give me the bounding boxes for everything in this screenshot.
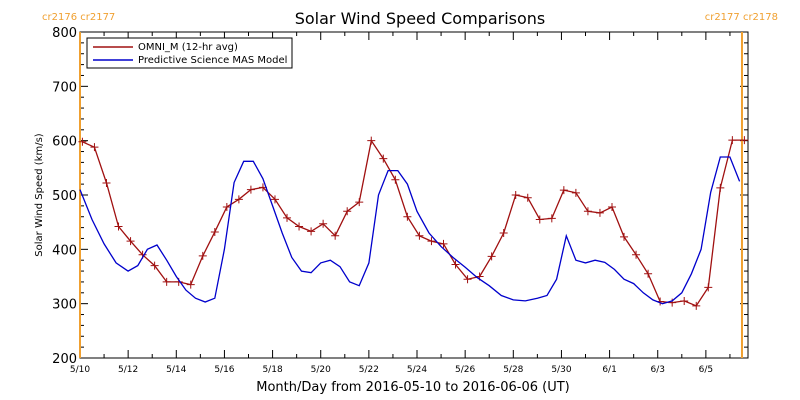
data-point-omni	[367, 136, 376, 145]
y-tick-label: 800	[52, 26, 77, 41]
data-point-omni	[319, 219, 328, 228]
x-tick-label: 5/18	[262, 365, 282, 375]
data-point-omni	[704, 283, 713, 292]
data-point-omni	[150, 261, 159, 270]
y-tick-label: 300	[52, 298, 77, 313]
data-point-omni	[198, 251, 207, 260]
data-point-omni	[114, 222, 123, 231]
data-point-omni	[487, 252, 496, 261]
data-point-omni	[270, 195, 279, 204]
y-tick-label: 400	[52, 243, 77, 258]
x-tick-label: 5/16	[214, 365, 234, 375]
data-point-omni	[463, 275, 472, 284]
data-point-omni	[355, 198, 364, 207]
chart-title: Solar Wind Speed Comparisons	[295, 9, 546, 28]
data-point-omni	[331, 231, 340, 240]
y-tick-label: 700	[52, 80, 77, 95]
x-tick-label: 5/28	[503, 365, 523, 375]
data-point-omni	[427, 237, 436, 246]
plot-frame	[79, 31, 749, 359]
data-point-omni	[511, 191, 520, 199]
data-point-omni	[78, 137, 87, 146]
x-tick-label: 6/1	[602, 365, 616, 375]
data-point-omni	[559, 186, 568, 195]
data-point-omni	[415, 231, 424, 240]
x-tick-label: 5/30	[551, 365, 571, 375]
legend-label-mas: Predictive Science MAS Model	[138, 55, 287, 66]
data-point-omni	[90, 143, 99, 152]
data-point-omni	[307, 227, 316, 236]
y-tick-label: 600	[52, 135, 77, 150]
x-tick-label: 5/20	[311, 365, 331, 375]
legend: OMNI_M (12-hr avg) Predictive Science MA…	[86, 37, 293, 69]
x-tick-label: 6/3	[650, 365, 664, 375]
x-tick-label: 5/24	[407, 365, 427, 375]
x-tick-label: 5/10	[70, 365, 90, 375]
data-point-omni	[210, 227, 219, 236]
data-point-omni	[126, 237, 135, 246]
data-point-omni	[186, 280, 195, 289]
x-tick-label: 5/26	[455, 365, 475, 375]
x-axis-label: Month/Day from 2016-05-10 to 2016-06-06 …	[256, 380, 569, 395]
data-point-omni	[680, 296, 689, 305]
x-tick-label: 5/22	[359, 365, 379, 375]
data-point-omni	[295, 222, 304, 231]
data-point-omni	[535, 215, 544, 224]
data-point-omni	[102, 179, 111, 188]
data-point-omni	[439, 239, 448, 248]
data-point-omni	[379, 154, 388, 163]
data-point-omni	[740, 136, 749, 145]
data-point-omni	[668, 298, 677, 307]
series-line-omni	[82, 139, 745, 307]
x-tick-label: 5/14	[166, 365, 186, 375]
data-point-omni	[234, 195, 243, 204]
data-point-omni	[571, 188, 580, 197]
data-point-omni	[644, 269, 653, 278]
data-point-omni	[523, 193, 532, 202]
data-point-omni	[222, 202, 231, 211]
data-point-omni	[343, 207, 352, 216]
data-point-omni	[499, 229, 508, 238]
x-tick-label: 6/5	[699, 365, 713, 375]
y-tick-label: 200	[52, 352, 77, 367]
carrington-label: cr2177 cr2178	[705, 12, 778, 23]
data-point-omni	[403, 212, 412, 221]
data-point-omni	[632, 250, 641, 259]
carrington-label: cr2176 cr2177	[42, 12, 115, 23]
legend-box	[86, 37, 293, 69]
data-point-omni	[692, 301, 701, 310]
data-point-omni	[583, 207, 592, 216]
data-point-omni	[716, 183, 725, 192]
data-point-omni	[162, 277, 171, 286]
y-tick-label: 500	[52, 189, 77, 204]
data-point-omni	[547, 214, 556, 223]
data-point-omni	[595, 208, 604, 217]
data-point-omni	[246, 185, 255, 194]
data-point-omni	[607, 202, 616, 211]
data-point-omni	[391, 175, 400, 184]
data-point-omni	[728, 136, 737, 145]
series-line-mas	[79, 156, 741, 305]
legend-label-omni: OMNI_M (12-hr avg)	[138, 42, 238, 53]
x-tick-label: 5/12	[118, 365, 138, 375]
data-point-omni	[451, 260, 460, 269]
y-axis-label: Solar Wind Speed (km/s)	[34, 133, 45, 257]
data-point-omni	[283, 213, 292, 222]
data-point-omni	[620, 232, 629, 241]
